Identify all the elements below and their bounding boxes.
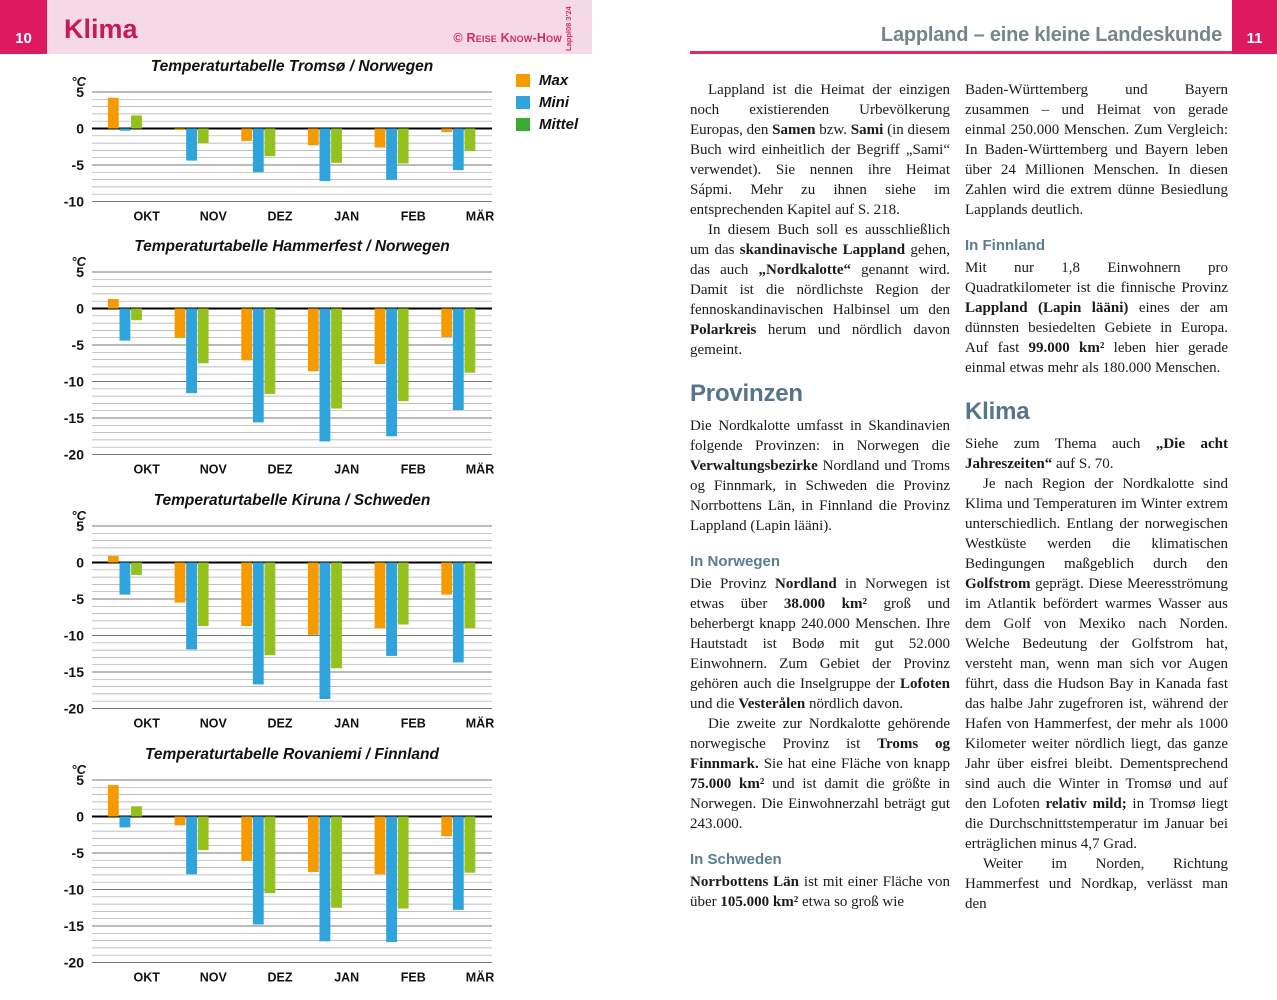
svg-text:°C: °C — [71, 76, 86, 89]
legend-item: Mini — [516, 94, 578, 111]
chart-title: Temperaturtabelle Hammerfest / Norwegen — [134, 238, 450, 255]
legend-swatch — [516, 118, 530, 131]
svg-text:0: 0 — [76, 555, 84, 571]
svg-text:MÄR: MÄR — [466, 716, 494, 731]
subheading-in-norwegen: In Norwegen — [690, 553, 781, 570]
page-number: 11 — [1246, 30, 1263, 47]
paragraph: Lappland ist die Heimat der einzigen noc… — [690, 82, 950, 218]
paragraph: Je nach Region der Nordkalotte sind Klim… — [965, 476, 1228, 852]
svg-text:-15: -15 — [64, 918, 84, 934]
chart-legend: Max Mini Mittel — [516, 72, 578, 138]
paragraph: Mit nur 1,8 Einwohnern pro Quadratkilome… — [965, 260, 1228, 376]
svg-text:MÄR: MÄR — [466, 462, 494, 477]
legend-item: Max — [516, 72, 578, 89]
left-page-number-box: 10 — [0, 0, 47, 54]
paragraph: Siehe zum Thema auch „Die acht Jahreszei… — [965, 436, 1228, 472]
left-header-band — [47, 0, 592, 54]
svg-text:5: 5 — [76, 84, 84, 100]
page-number: 10 — [15, 30, 32, 47]
svg-text:NOV: NOV — [200, 463, 228, 477]
chart-svg: 5 0 -5 -10 -15 -20 °C OKT NOV DEZ JAN FEB MÄR — [64, 764, 494, 985]
svg-text:-20: -20 — [64, 447, 84, 463]
svg-text:NOV: NOV — [200, 210, 228, 224]
svg-text:JAN: JAN — [334, 210, 359, 224]
paragraph: Die zweite zur Nordkalotte gehörende nor… — [690, 716, 950, 832]
text-column-2: Baden-Württemberg und Bayern zusammen – … — [965, 80, 1228, 914]
svg-text:°C: °C — [71, 510, 86, 523]
svg-text:OKT: OKT — [134, 717, 161, 731]
legend-swatch — [516, 96, 530, 109]
svg-text:JAN: JAN — [334, 463, 359, 477]
svg-text:-10: -10 — [64, 882, 84, 898]
legend-label: Max — [539, 72, 569, 89]
svg-text:5: 5 — [76, 518, 84, 534]
svg-text:NOV: NOV — [200, 717, 228, 731]
chart-svg: 5 0 -5 -10 °C OKT NOV DEZ JAN FEB MÄR — [64, 76, 494, 224]
section-heading-klima: Klima — [965, 398, 1030, 425]
map-credit-rotated: Lappl08 3'24 — [564, 6, 573, 52]
svg-text:OKT: OKT — [134, 463, 161, 477]
svg-text:JAN: JAN — [334, 971, 359, 985]
svg-text:-20: -20 — [64, 955, 84, 971]
paragraph: In diesem Buch soll es ausschließlich um… — [690, 222, 951, 358]
chart-title: Temperaturtabelle Kiruna / Schweden — [153, 492, 431, 509]
paragraph: Norrbottens Län ist mit einer Fläche von… — [690, 874, 950, 910]
svg-text:FEB: FEB — [401, 971, 426, 985]
right-page-title: Lappland – eine kleine Landeskunde — [880, 24, 1222, 46]
svg-text:-5: -5 — [72, 157, 85, 173]
svg-text:FEB: FEB — [401, 717, 426, 731]
text-column-1: Lappland ist die Heimat der einzigen noc… — [690, 80, 950, 912]
svg-text:DEZ: DEZ — [268, 717, 293, 731]
legend-label: Mittel — [539, 116, 579, 133]
publisher-credit: © Reise Know-How — [453, 31, 562, 45]
legend-swatch — [516, 74, 530, 87]
svg-text:°C: °C — [71, 256, 86, 269]
chart-title: Temperaturtabelle Tromsø / Norwegen — [150, 58, 434, 75]
chart-svg: 5 0 -5 -10 -15 -20 °C OKT NOV DEZ JAN FEB MÄR — [64, 510, 494, 731]
svg-text:DEZ: DEZ — [268, 463, 293, 477]
subheading-in-finnland: In Finnland — [965, 237, 1045, 254]
svg-text:DEZ: DEZ — [268, 971, 293, 985]
svg-text:-15: -15 — [64, 410, 84, 426]
svg-text:0: 0 — [76, 301, 84, 317]
svg-text:OKT: OKT — [134, 971, 161, 985]
svg-text:MÄR: MÄR — [466, 209, 494, 224]
svg-text:-15: -15 — [64, 664, 84, 680]
left-page-title: Klima — [64, 14, 138, 44]
header-rule — [690, 51, 1277, 54]
chart-title: Temperaturtabelle Rovaniemi / Finnland — [145, 746, 439, 763]
paragraph: Baden-Württemberg und Bayern zusammen – … — [965, 82, 1228, 218]
svg-text:5: 5 — [76, 772, 84, 788]
svg-text:-10: -10 — [64, 194, 84, 210]
svg-text:-10: -10 — [64, 628, 84, 644]
svg-text:-5: -5 — [72, 337, 85, 353]
chart-svg: 5 0 -5 -10 -15 -20 °C OKT NOV DEZ JAN FEB MÄR — [64, 256, 494, 477]
svg-text:-20: -20 — [64, 701, 84, 717]
section-heading-provinzen: Provinzen — [690, 380, 803, 407]
paragraph: Weiter im Norden, Richtung Hammerfest un… — [965, 856, 1228, 912]
svg-text:0: 0 — [76, 121, 84, 137]
legend-label: Mini — [539, 94, 569, 111]
svg-text:0: 0 — [76, 809, 84, 825]
svg-text:-5: -5 — [72, 591, 85, 607]
svg-text:5: 5 — [76, 264, 84, 280]
svg-text:MÄR: MÄR — [466, 970, 494, 985]
svg-text:JAN: JAN — [334, 717, 359, 731]
svg-text:-10: -10 — [64, 374, 84, 390]
paragraph: Die Nordkalotte umfasst in Skandinavien … — [690, 418, 950, 534]
svg-text:OKT: OKT — [134, 210, 161, 224]
svg-text:°C: °C — [71, 764, 86, 777]
svg-text:NOV: NOV — [200, 971, 228, 985]
svg-text:DEZ: DEZ — [268, 210, 293, 224]
paragraph: Die Provinz Nordland in Norwegen ist etw… — [690, 576, 950, 712]
svg-text:FEB: FEB — [401, 210, 426, 224]
svg-text:FEB: FEB — [401, 463, 426, 477]
svg-text:-5: -5 — [72, 845, 85, 861]
legend-item: Mittel — [516, 116, 578, 133]
right-page-number-box: 11 — [1232, 0, 1277, 54]
subheading-in-schweden: In Schweden — [690, 851, 782, 868]
